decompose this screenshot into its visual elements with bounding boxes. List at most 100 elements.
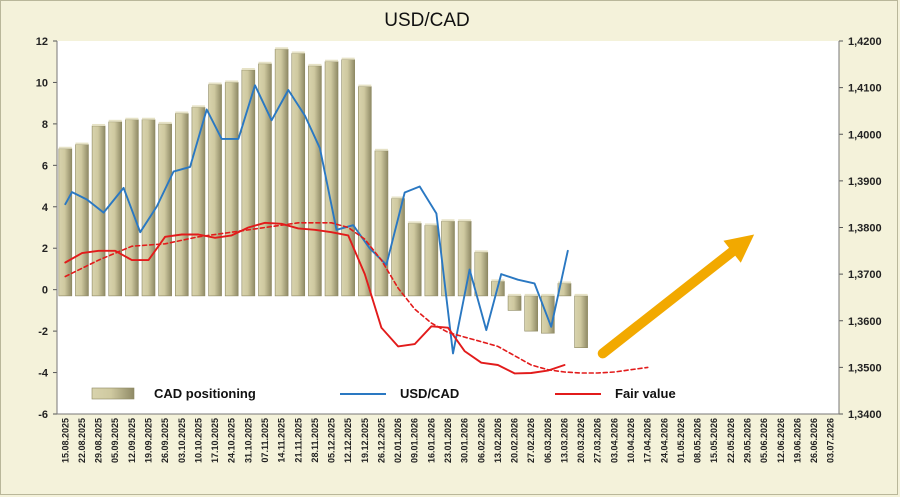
bar-top-face <box>142 117 155 120</box>
right-tick-label: 1,3900 <box>848 176 882 188</box>
bar-body <box>75 144 89 297</box>
bar-top-face <box>275 47 289 50</box>
bar-top-face <box>225 80 239 83</box>
bar-position-0 <box>58 146 73 297</box>
bar-top-face <box>325 59 339 62</box>
left-tick-label: 4 <box>42 202 49 214</box>
x-tick-label: 26.06.2026 <box>809 418 819 463</box>
x-tick-label: 27.03.2026 <box>593 418 603 463</box>
bar-top-face <box>75 142 89 145</box>
bar-position-19 <box>374 148 389 297</box>
bar-position-3 <box>108 119 123 297</box>
bar-top-face <box>58 146 72 149</box>
bar-top-face <box>458 219 472 222</box>
bar-position-22 <box>424 223 439 297</box>
x-tick-label: 23.01.2026 <box>443 418 453 463</box>
bar-top-face <box>341 57 355 60</box>
x-tick-label: 30.01.2026 <box>460 418 470 463</box>
x-tick-label: 13.02.2026 <box>493 418 503 463</box>
bar-top-face <box>474 250 488 253</box>
x-tick-label: 22.05.2026 <box>726 418 736 463</box>
legend-item-fair-value: Fair value <box>555 386 676 401</box>
x-tick-label: 12.06.2026 <box>776 418 786 463</box>
line-series-fair-value <box>64 221 566 375</box>
bar-position-27 <box>507 293 522 311</box>
bar-top-face <box>424 223 438 226</box>
bar-body <box>108 121 123 297</box>
x-tick-label: 10.04.2026 <box>626 418 636 463</box>
x-tick-label: 29.08.2025 <box>94 418 104 463</box>
x-tick-label: 29.05.2026 <box>742 418 752 463</box>
bar-position-21 <box>407 221 422 297</box>
x-tick-label: 26.12.2025 <box>376 418 386 463</box>
x-tick-label: 06.02.2026 <box>476 418 486 463</box>
bar-body <box>308 65 322 297</box>
bar-position-2 <box>91 123 106 297</box>
left-tick-label: -2 <box>38 326 48 338</box>
bar-top-face <box>208 82 222 85</box>
x-tick-label: 02.01.2026 <box>393 418 403 463</box>
right-tick-label: 1,3500 <box>848 362 882 374</box>
bar-top-face <box>441 219 455 222</box>
right-tick-label: 1,3700 <box>848 269 882 281</box>
line-series-fair-value-forecast <box>64 222 649 374</box>
bar-body <box>291 53 306 297</box>
bar-position-16 <box>324 59 339 297</box>
bar-top-face <box>524 293 538 296</box>
left-tick-label: 6 <box>42 160 48 172</box>
bar-body <box>374 150 389 297</box>
legend-label: USD/CAD <box>400 386 459 401</box>
bar-top-face <box>508 293 522 296</box>
bar-body <box>524 295 538 332</box>
bar-top-face <box>125 117 139 120</box>
bar-body <box>341 59 355 297</box>
bar-body <box>224 82 239 297</box>
bar-top-face <box>158 121 172 124</box>
x-tick-label: 28.11.2025 <box>310 418 320 463</box>
bar-position-31 <box>574 293 588 348</box>
bar-top-face <box>491 279 505 282</box>
x-tick-label: 17.04.2026 <box>643 418 653 463</box>
legend-swatch-bar <box>91 387 135 400</box>
bar-top-face <box>308 63 322 66</box>
legend-item-cad-positioning: CAD positioning <box>91 386 256 401</box>
legend-label: Fair value <box>615 386 676 401</box>
bar-position-14 <box>291 51 306 297</box>
bar-body <box>574 295 588 348</box>
bar-position-4 <box>125 117 139 297</box>
x-tick-label: 03.07.2026 <box>826 418 836 463</box>
x-tick-label: 20.03.2026 <box>576 418 586 463</box>
left-tick-label: 12 <box>36 36 48 48</box>
x-tick-label: 21.11.2025 <box>293 418 303 463</box>
right-tick-label: 1,3600 <box>848 316 882 328</box>
right-tick-label: 1,4200 <box>848 36 882 48</box>
legend-label: CAD positioning <box>154 386 256 401</box>
bar-position-12 <box>258 61 272 297</box>
x-tick-label: 05.06.2026 <box>759 418 769 463</box>
x-tick-label: 15.05.2026 <box>709 418 719 463</box>
x-tick-label: 03.04.2026 <box>609 418 619 463</box>
bar-body <box>158 123 172 297</box>
bar-body <box>441 220 455 297</box>
right-tick-label: 1,4000 <box>848 129 882 141</box>
left-tick-label: 8 <box>42 119 48 131</box>
bar-position-23 <box>441 219 455 297</box>
bar-position-28 <box>524 293 538 332</box>
bar-top-face <box>92 123 106 126</box>
bar-position-30 <box>557 281 572 297</box>
left-tick-label: 0 <box>42 285 48 297</box>
bar-top-face <box>391 196 405 199</box>
bar-body <box>91 125 106 297</box>
bar-position-11 <box>241 68 256 297</box>
legend-item-usd-cad: USD/CAD <box>340 386 459 401</box>
right-tick-label: 1,4100 <box>848 83 882 95</box>
arrow-head <box>723 234 755 263</box>
x-tick-label: 19.09.2025 <box>144 418 154 463</box>
left-tick-label: -4 <box>38 368 49 380</box>
left-tick-label: 10 <box>36 77 48 89</box>
bar-body <box>141 119 156 297</box>
x-tick-label: 24.04.2026 <box>659 418 669 463</box>
x-tick-label: 05.12.2025 <box>327 418 337 463</box>
bar-position-15 <box>308 63 322 297</box>
